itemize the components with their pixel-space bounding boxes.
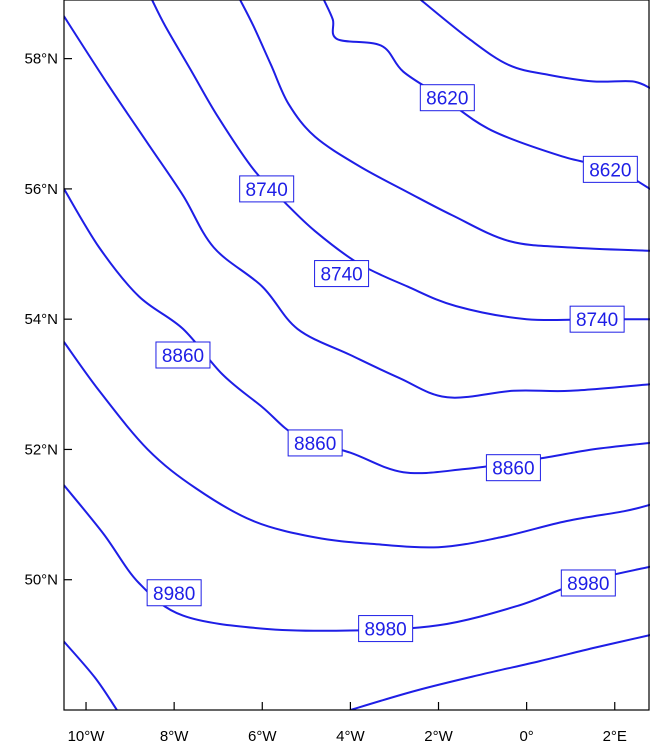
contour-line-unlabeled-9 — [349, 634, 650, 710]
x-tick-label: 0° — [519, 728, 533, 745]
contour-line-8740-2 — [239, 0, 650, 252]
contour-label-text: 8860 — [492, 459, 534, 480]
contour-label-box — [485, 454, 541, 482]
x-tick-label: 2°E — [603, 728, 627, 745]
contour-label: 8860 — [485, 454, 541, 482]
contour-label: 8740 — [239, 175, 295, 203]
contour-label-text: 8620 — [426, 89, 468, 110]
contour-line-8980-7 — [64, 484, 650, 632]
contour-line-unlabeled-0 — [419, 0, 650, 89]
contour-label: 8740 — [569, 305, 625, 333]
x-tick-label: 4°W — [336, 728, 365, 745]
contour-line-unlabeled-6 — [64, 341, 650, 549]
contour-label-text: 8740 — [576, 310, 618, 331]
contour-label-box — [287, 429, 343, 457]
contour-label-box — [560, 569, 616, 597]
x-tick-label: 8°W — [160, 728, 189, 745]
contour-line-8860-5 — [64, 187, 650, 475]
contour-label: 8740 — [314, 260, 370, 288]
contour-label-text: 8620 — [589, 160, 631, 181]
contour-label-box — [569, 305, 625, 333]
x-tick-label: 6°W — [248, 728, 277, 745]
contour-label-box — [146, 579, 202, 607]
contour-label-box — [314, 260, 370, 288]
contour-line-unlabeled-4 — [64, 15, 650, 399]
contour-label-text: 8740 — [320, 265, 362, 286]
contour-label: 8980 — [146, 579, 202, 607]
contour-label: 8620 — [419, 84, 475, 112]
contour-label-box — [582, 155, 638, 183]
y-axis: 50°N 52°N 54°N 56°N 58°N — [24, 51, 72, 589]
contour-label-text: 8860 — [294, 434, 336, 455]
x-axis: 10°W 8°W 6°W 4°W 2°W 0° 2°E — [68, 702, 627, 745]
contour-label-text: 8860 — [162, 346, 204, 367]
contour-label-box — [155, 341, 211, 369]
x-tick-label: 10°W — [68, 728, 106, 745]
contour-labels: 8620 8620 8740 8740 8740 8860 8860 8860 8980 8980… — [146, 84, 638, 643]
contour-line-unlabeled-8 — [64, 640, 118, 710]
contour-label: 8620 — [582, 155, 638, 183]
contour-label: 8860 — [155, 341, 211, 369]
contour-label-text: 8980 — [567, 574, 609, 595]
y-tick-label: 54°N — [24, 311, 58, 328]
contour-label-text: 8740 — [246, 180, 288, 201]
contour-label: 8860 — [287, 429, 343, 457]
y-tick-label: 58°N — [24, 51, 58, 68]
y-tick-label: 52°N — [24, 441, 58, 458]
contour-label-box — [419, 84, 475, 112]
y-tick-label: 56°N — [24, 181, 58, 198]
contour-line-8740-3 — [151, 0, 650, 322]
plot-frame — [63, 0, 650, 711]
contour-label-text: 8980 — [153, 584, 195, 605]
contour-label: 8980 — [560, 569, 616, 597]
contour-label: 8980 — [358, 615, 414, 643]
contour-label-box — [239, 175, 295, 203]
y-tick-label: 50°N — [24, 572, 58, 589]
contour-label-text: 8980 — [364, 620, 406, 641]
contour-label-box — [358, 615, 414, 643]
x-tick-label: 2°W — [424, 728, 453, 745]
